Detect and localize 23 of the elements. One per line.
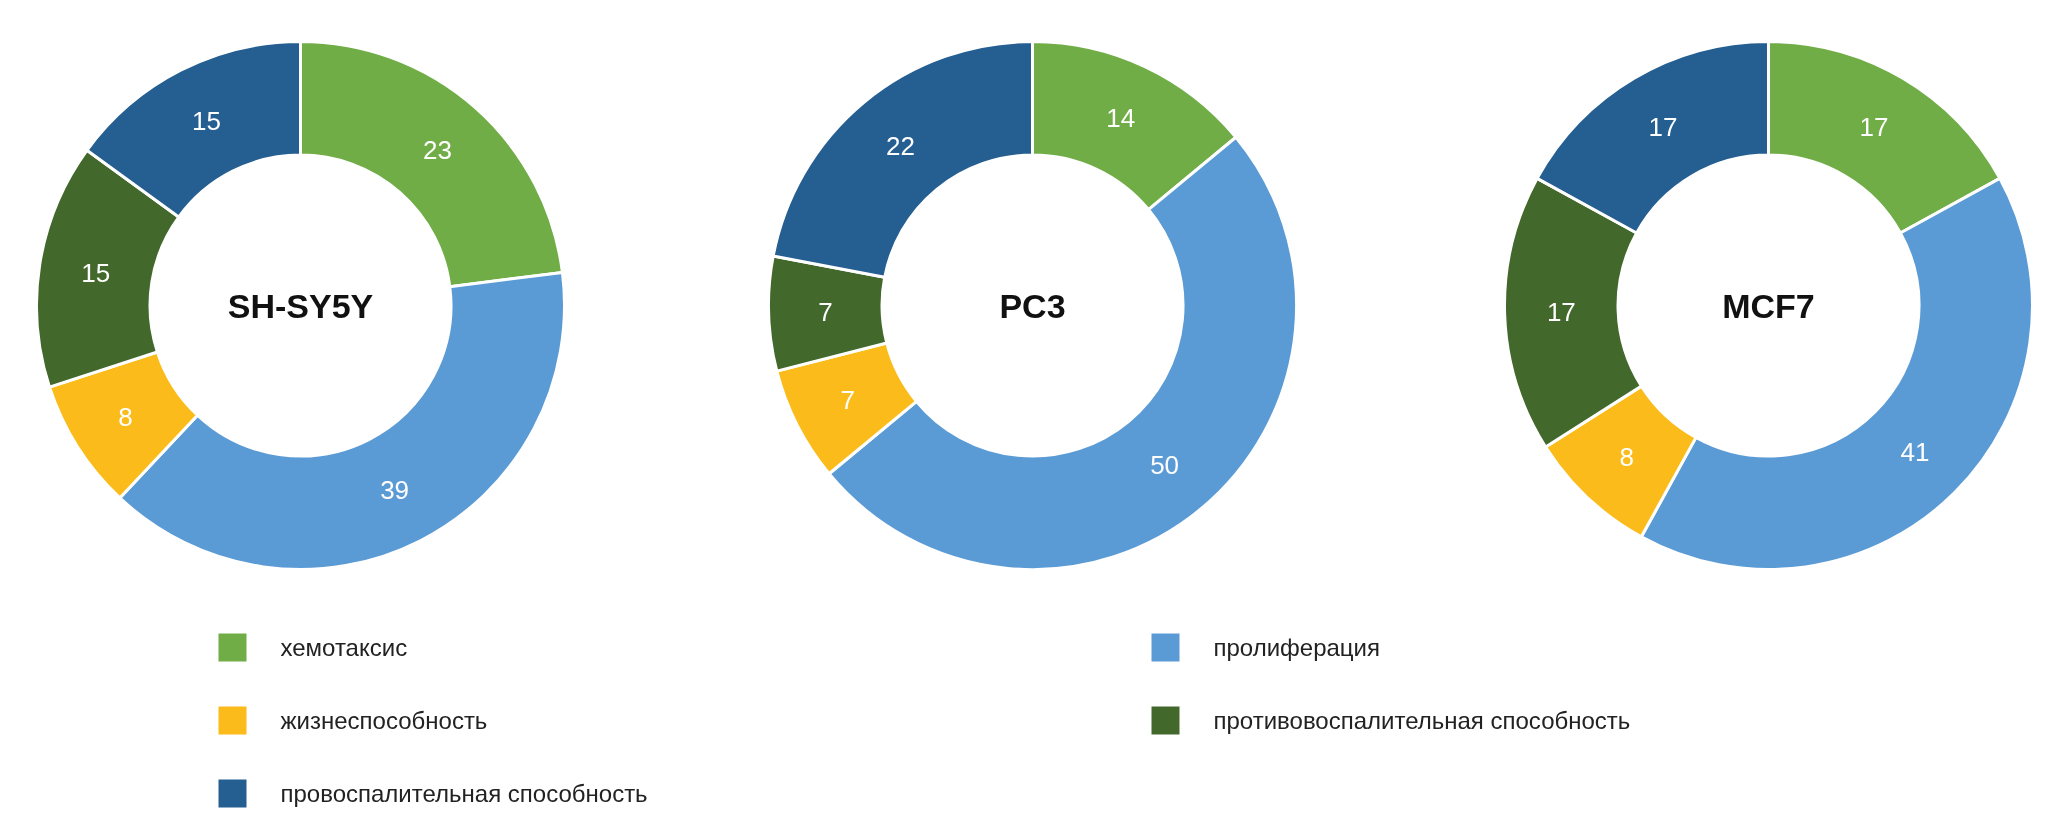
legend-label: провоспалительная способность (280, 780, 648, 807)
text: MCF7 (1722, 286, 1815, 325)
data-label: 14 (1106, 102, 1136, 133)
legend-label: хемотаксис (280, 634, 408, 661)
data-label: 23 (423, 135, 453, 166)
legend-label: пролиферация (1213, 634, 1381, 661)
data-label: 22 (885, 130, 915, 161)
text: SH-SY5Y (227, 286, 374, 325)
data-label: 7 (818, 297, 833, 328)
data-label: 15 (81, 258, 111, 289)
data-label: 8 (118, 401, 133, 432)
data-label: 15 (191, 105, 221, 136)
legend-label: жизнеспособность (280, 707, 488, 734)
data-label: 8 (1619, 441, 1634, 472)
data-label: 17 (1859, 112, 1889, 143)
data-label: 39 (380, 475, 410, 506)
data-label: 41 (1900, 437, 1930, 468)
text: PC3 (999, 286, 1066, 325)
data-label: 50 (1150, 450, 1180, 481)
legend-label: противовоспалительная способность (1213, 707, 1631, 734)
data-label: 17 (1546, 297, 1576, 328)
data-label: 7 (840, 384, 856, 415)
data-label: 17 (1648, 112, 1678, 143)
